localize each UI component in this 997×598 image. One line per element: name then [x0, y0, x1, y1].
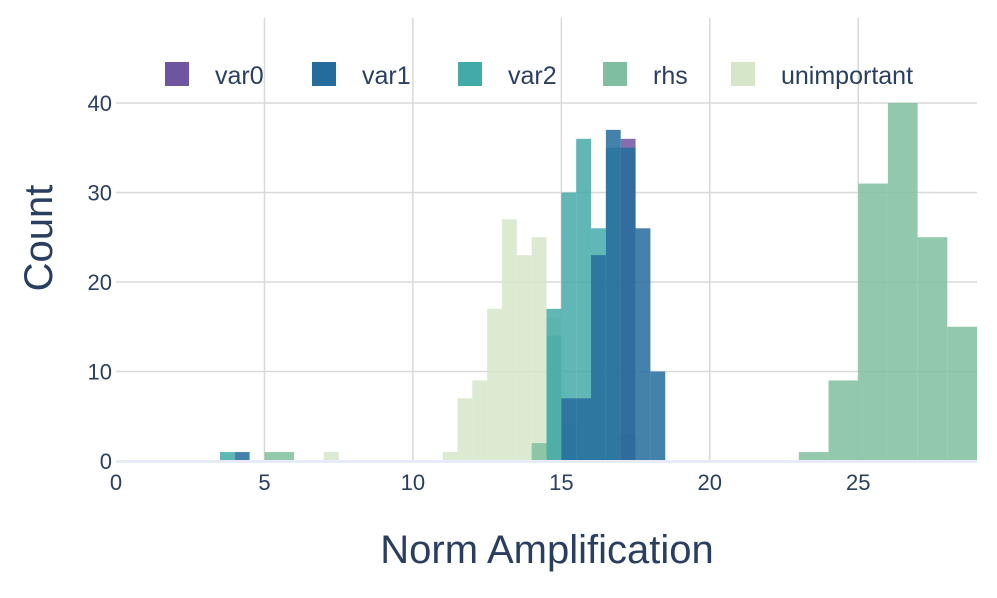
bar-var1 [561, 398, 577, 461]
legend-label: var1 [362, 62, 411, 90]
legend-item-var2[interactable]: var2 [458, 62, 557, 90]
legend-label: unimportant [781, 62, 913, 90]
bar-unimportant [501, 219, 517, 461]
x-tick-label: 20 [698, 470, 722, 495]
bar-var1 [605, 129, 621, 461]
legend-item-rhs[interactable]: rhs [603, 62, 688, 90]
bar-var1 [234, 452, 250, 461]
legend-label: rhs [653, 62, 688, 90]
legend-swatch [312, 62, 336, 86]
legend-item-unimportant[interactable]: unimportant [731, 62, 913, 90]
bar-var1 [576, 398, 592, 461]
bar-rhs [947, 326, 977, 461]
bar-unimportant [487, 308, 502, 461]
series-unimportant [323, 219, 562, 461]
bar-unimportant [323, 452, 339, 461]
y-tick-label: 40 [88, 91, 112, 116]
legend-item-var1[interactable]: var1 [312, 62, 411, 90]
bar-var2 [546, 308, 562, 461]
x-tick-label: 25 [846, 470, 870, 495]
series-var1 [234, 129, 666, 461]
legend: var0 var1 var2 rhs unimportant [165, 62, 913, 90]
bar-unimportant [457, 398, 473, 461]
legend-label: var2 [508, 62, 557, 90]
bar-var1 [620, 147, 636, 461]
x-tick-label: 10 [401, 470, 425, 495]
bar-unimportant [516, 255, 532, 461]
histogram-bars [219, 103, 977, 462]
bar-unimportant [531, 237, 547, 461]
bar-rhs [917, 237, 948, 461]
y-axis-title: Count [17, 185, 61, 292]
bar-rhs [828, 380, 859, 461]
bar-var2 [219, 452, 235, 461]
legend-swatch [165, 62, 189, 86]
bar-rhs [264, 452, 295, 461]
bar-var1 [635, 228, 651, 461]
bar-unimportant [472, 380, 488, 461]
legend-item-var0[interactable]: var0 [165, 62, 264, 90]
bar-rhs [531, 443, 547, 461]
x-axis-title: Norm Amplification [380, 528, 713, 572]
legend-swatch [731, 62, 755, 86]
bar-rhs [798, 452, 829, 461]
bar-var1 [650, 371, 666, 461]
bar-var2 [561, 192, 577, 461]
x-tick-label: 0 [110, 470, 122, 495]
y-tick-label: 0 [100, 449, 112, 474]
y-tick-label: 10 [88, 360, 112, 385]
bar-rhs [858, 183, 888, 462]
bar-unimportant [442, 452, 458, 461]
bar-rhs [887, 103, 918, 461]
legend-label: var0 [215, 62, 264, 90]
x-tick-label: 5 [258, 470, 270, 495]
legend-swatch [458, 62, 482, 86]
y-tick-label: 30 [88, 181, 112, 206]
x-tick-label: 15 [549, 470, 573, 495]
legend-swatch [603, 62, 627, 86]
bar-var2 [576, 138, 592, 462]
y-tick-label: 20 [88, 270, 112, 295]
axes: 0 5 10 15 20 25 0 10 20 30 40 [88, 91, 977, 495]
bar-var1 [591, 255, 606, 461]
